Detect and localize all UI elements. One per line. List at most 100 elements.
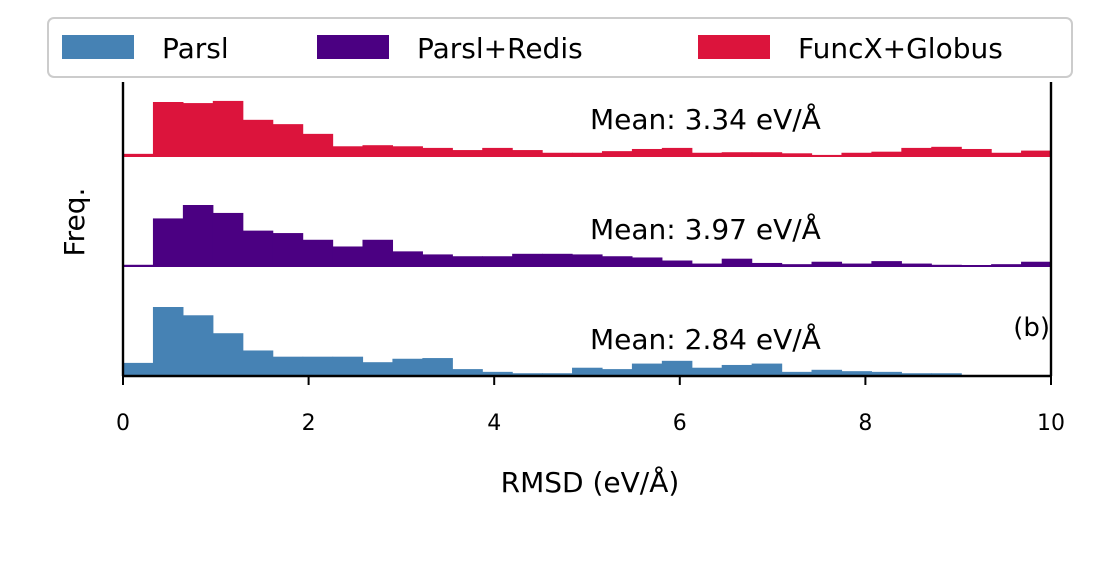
bar-funcx-globus — [212, 100, 244, 156]
x-axis-title: RMSD (eV/Å) — [501, 465, 680, 499]
y-axis-title: Freq. — [58, 188, 91, 257]
legend-swatch-funcx-globus — [698, 35, 770, 59]
bar-parsl-redis — [272, 233, 304, 266]
bar-funcx-globus — [991, 152, 1022, 156]
series-parsl — [123, 307, 1051, 377]
bar-parsl-redis — [841, 263, 872, 266]
mean-label-parsl: Mean: 2.84 eV/Å — [590, 322, 821, 356]
x-tick-label: 0 — [116, 411, 130, 436]
bar-funcx-globus — [332, 146, 364, 156]
bar-funcx-globus — [841, 152, 872, 156]
mean-label-parsl-redis: Mean: 3.97 eV/Å — [590, 212, 821, 246]
bar-parsl — [721, 364, 753, 376]
bar-funcx-globus — [781, 153, 813, 156]
bar-funcx-globus — [542, 152, 573, 156]
bar-parsl-redis — [601, 256, 633, 266]
bar-parsl-redis — [302, 239, 334, 266]
legend-label-funcx-globus: FuncX+Globus — [798, 32, 1003, 65]
x-ticks: 0 2 4 6 8 10 — [116, 376, 1065, 436]
bar-parsl-redis — [452, 256, 483, 266]
bar-parsl — [332, 356, 364, 376]
bar-parsl — [691, 367, 723, 376]
bar-funcx-globus — [601, 151, 633, 156]
bar-parsl — [152, 307, 184, 376]
bar-parsl — [212, 333, 244, 376]
legend-label-parsl: Parsl — [162, 32, 229, 65]
bar-parsl — [542, 373, 573, 376]
x-tick-label: 6 — [673, 411, 687, 436]
bar-parsl — [841, 371, 872, 376]
bar-funcx-globus — [392, 146, 423, 156]
bar-parsl — [392, 358, 423, 376]
bar-parsl-redis — [871, 261, 902, 266]
bar-funcx-globus — [512, 150, 543, 156]
bar-funcx-globus — [631, 148, 663, 156]
bar-parsl — [482, 371, 513, 376]
bar-parsl — [452, 369, 483, 376]
bar-parsl — [272, 356, 304, 376]
bar-parsl — [512, 373, 543, 376]
axes-layer — [121, 82, 1053, 378]
bar-parsl-redis — [152, 218, 184, 266]
legend-frame — [47, 17, 1073, 78]
bar-parsl — [182, 315, 214, 376]
bar-funcx-globus — [721, 152, 753, 156]
bar-funcx-globus — [901, 147, 932, 156]
bar-funcx-globus — [1021, 150, 1052, 156]
bar-parsl-redis — [182, 205, 214, 266]
bar-parsl — [661, 360, 693, 376]
bar-parsl — [242, 350, 274, 376]
bar-funcx-globus — [242, 119, 274, 156]
bar-funcx-globus — [182, 103, 214, 156]
bar-parsl-redis — [901, 263, 932, 266]
x-tick-label: 2 — [302, 411, 316, 436]
x-tick-label: 4 — [487, 411, 501, 436]
bar-parsl — [871, 371, 902, 376]
bar-parsl — [422, 358, 453, 376]
bar-funcx-globus — [661, 147, 693, 156]
legend: Parsl Parsl+Redis FuncX+Globus — [47, 17, 1073, 78]
legend-label-parsl-redis: Parsl+Redis — [417, 32, 583, 65]
bar-funcx-globus — [482, 147, 513, 156]
bar-parsl — [931, 373, 962, 376]
x-tick-label: 10 — [1037, 411, 1065, 436]
legend-item-funcx-globus: FuncX+Globus — [698, 32, 1003, 65]
x-tick-label: 8 — [858, 411, 872, 436]
bar-parsl — [781, 371, 813, 376]
bar-parsl — [601, 369, 633, 376]
bar-parsl — [572, 367, 603, 376]
legend-items: Parsl Parsl+Redis FuncX+Globus — [62, 32, 1003, 65]
bar-parsl-redis — [691, 263, 723, 266]
bar-parsl-redis — [751, 262, 783, 266]
legend-swatch-parsl-redis — [317, 35, 389, 59]
annotations: Mean: 3.34 eV/Å Mean: 3.97 eV/Å Mean: 2.84… — [590, 102, 821, 356]
bar-funcx-globus — [572, 152, 603, 156]
bar-parsl-redis — [212, 212, 244, 266]
bar-parsl-redis — [721, 258, 753, 266]
bar-parsl — [811, 369, 843, 376]
bar-parsl-redis — [482, 256, 513, 266]
legend-item-parsl-redis: Parsl+Redis — [317, 32, 583, 65]
bar-funcx-globus — [871, 151, 902, 156]
mean-label-funcx-globus: Mean: 3.34 eV/Å — [590, 102, 821, 136]
panel-label: (b) — [1013, 313, 1050, 343]
bar-parsl-redis — [512, 253, 543, 266]
bar-funcx-globus — [961, 148, 992, 156]
bar-parsl — [362, 362, 394, 376]
bar-funcx-globus — [362, 145, 394, 156]
bar-funcx-globus — [931, 146, 962, 156]
bar-parsl — [631, 363, 663, 376]
legend-item-parsl: Parsl — [62, 32, 229, 65]
bar-funcx-globus — [123, 153, 154, 156]
bar-funcx-globus — [272, 124, 304, 156]
bar-funcx-globus — [422, 147, 453, 156]
bar-parsl — [901, 373, 932, 376]
bar-parsl-redis — [811, 261, 843, 266]
bar-funcx-globus — [751, 152, 783, 156]
bar-parsl-redis — [392, 251, 423, 266]
bar-parsl — [751, 363, 783, 376]
bar-parsl — [123, 362, 154, 376]
bars-layer — [123, 100, 1052, 377]
bar-parsl-redis — [661, 260, 693, 266]
